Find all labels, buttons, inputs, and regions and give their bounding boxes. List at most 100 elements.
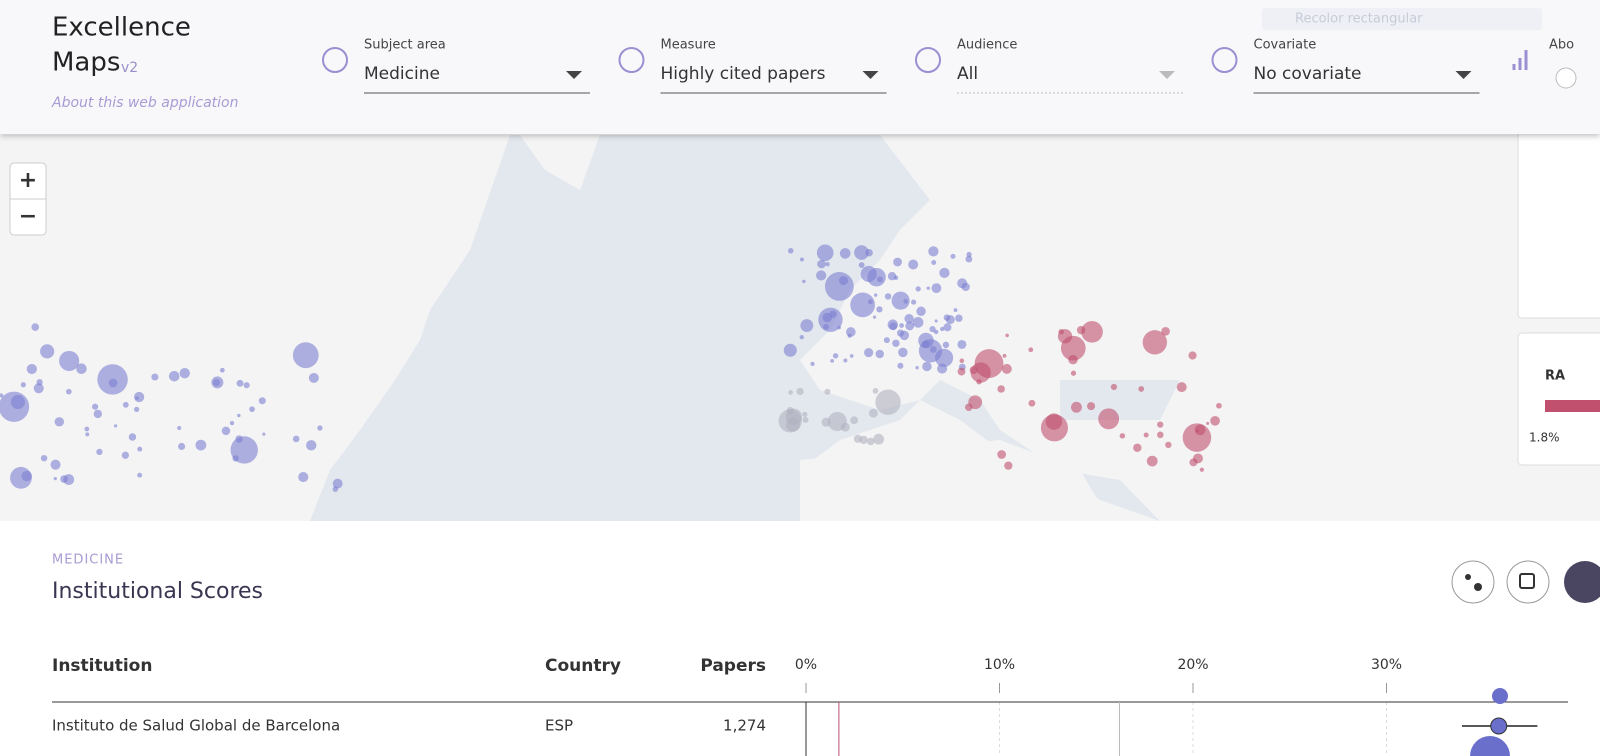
- map-dot: [915, 366, 919, 370]
- legend-title: RA: [1545, 369, 1565, 384]
- map-dot: [31, 323, 40, 331]
- map-dot: [1142, 330, 1167, 355]
- map-dot: [897, 362, 904, 369]
- map-dot: [957, 367, 966, 376]
- map-dot: [1119, 433, 1126, 439]
- map-dot: [84, 426, 90, 432]
- map-dot: [850, 416, 859, 425]
- icon: [1519, 573, 1535, 589]
- map-dot: [92, 403, 99, 410]
- map-dot: [1081, 321, 1103, 343]
- map-dot: [1004, 461, 1013, 470]
- next-row-point: [1470, 736, 1510, 756]
- map-dot: [26, 363, 37, 375]
- about-link[interactable]: About this web application: [51, 95, 238, 111]
- map-dot: [236, 379, 244, 387]
- map-dot: [93, 409, 103, 419]
- map-dot: [965, 255, 973, 263]
- filter-label: Covariate: [1254, 38, 1317, 53]
- filter-label: Measure: [661, 38, 716, 53]
- map-dot: [219, 367, 225, 373]
- filter-value[interactable]: All: [957, 64, 978, 84]
- map-dot: [939, 267, 950, 278]
- map-dot: [137, 472, 143, 478]
- map-dot: [883, 337, 890, 344]
- map-dot: [843, 358, 848, 363]
- map-dot: [1216, 402, 1222, 409]
- zoom-in[interactable]: +: [19, 168, 37, 193]
- axis-tick-label: 10%: [984, 657, 1015, 673]
- map-dot: [298, 472, 309, 483]
- map-dot: [830, 359, 835, 363]
- zoom-out[interactable]: −: [19, 204, 37, 229]
- map-dot: [1028, 399, 1036, 407]
- map-dot: [816, 244, 834, 262]
- icon: [1512, 50, 1528, 70]
- map-dot: [788, 390, 793, 395]
- map-dot: [849, 354, 854, 358]
- legend: [1517, 332, 1600, 466]
- map-dot: [96, 448, 103, 456]
- map-dot: [850, 292, 875, 318]
- map-dot: [20, 382, 26, 388]
- filter-label: Abo: [1549, 38, 1574, 53]
- map-dot: [931, 260, 937, 265]
- map-dot: [825, 262, 830, 267]
- map-dot: [1005, 333, 1009, 338]
- map-dot: [847, 333, 852, 338]
- map-dot: [122, 401, 129, 408]
- map-dot: [884, 293, 892, 300]
- map: + − RA 1.8%: [0, 119, 1600, 521]
- filter-icon: [1211, 47, 1238, 73]
- toggle[interactable]: [1555, 67, 1577, 89]
- column-header: Papers: [700, 656, 766, 676]
- button[interactable]: [1506, 560, 1550, 604]
- filter-value[interactable]: Medicine: [364, 64, 440, 84]
- map-dot: [966, 251, 972, 258]
- map-dot: [876, 276, 883, 283]
- map-dot: [933, 329, 939, 335]
- map-dot: [915, 286, 921, 292]
- map-dot: [827, 411, 847, 432]
- map-dot: [221, 426, 231, 436]
- map-dot: [1002, 353, 1007, 358]
- filter-value[interactable]: No covariate: [1254, 64, 1362, 84]
- map-dot: [65, 388, 72, 395]
- legend-min: 1.8%: [1529, 431, 1560, 445]
- map-dot: [308, 372, 319, 383]
- map-dot: [943, 323, 952, 332]
- map-dot: [262, 432, 266, 436]
- map-dot: [232, 455, 239, 462]
- map-dot: [178, 442, 186, 451]
- button[interactable]: [1451, 560, 1495, 604]
- dropdown-caret: [1159, 71, 1175, 79]
- map-dot: [332, 486, 339, 492]
- map-dot: [137, 446, 143, 452]
- map-dot: [898, 347, 908, 358]
- search-box[interactable]: [1262, 8, 1542, 30]
- eyebrow: MEDICINE: [52, 553, 124, 568]
- map-dot: [926, 286, 930, 290]
- map-dot: [824, 272, 854, 301]
- table: Institution Country Papers 0% 10% 20% 30% Insti…: [52, 656, 1568, 756]
- map-dot: [799, 335, 804, 340]
- map-dot: [229, 420, 235, 426]
- map-dot: [128, 433, 137, 441]
- map-dot: [1146, 455, 1158, 467]
- map-dot: [1098, 408, 1120, 430]
- map-dot: [859, 435, 868, 445]
- map-dot: [1040, 414, 1068, 442]
- map-dot: [965, 403, 973, 411]
- button[interactable]: [1564, 561, 1600, 603]
- map-dot: [59, 350, 80, 371]
- filter-value[interactable]: Highly cited papers: [661, 64, 826, 84]
- map-dot: [1194, 424, 1206, 436]
- map-dot: [177, 425, 182, 431]
- map-dot: [824, 388, 831, 395]
- map-dot: [950, 253, 956, 259]
- faint-text: Recolor rectangular: [1295, 12, 1423, 27]
- map-dot: [892, 339, 900, 347]
- column-header: Country: [545, 656, 621, 676]
- map-dot: [875, 389, 901, 415]
